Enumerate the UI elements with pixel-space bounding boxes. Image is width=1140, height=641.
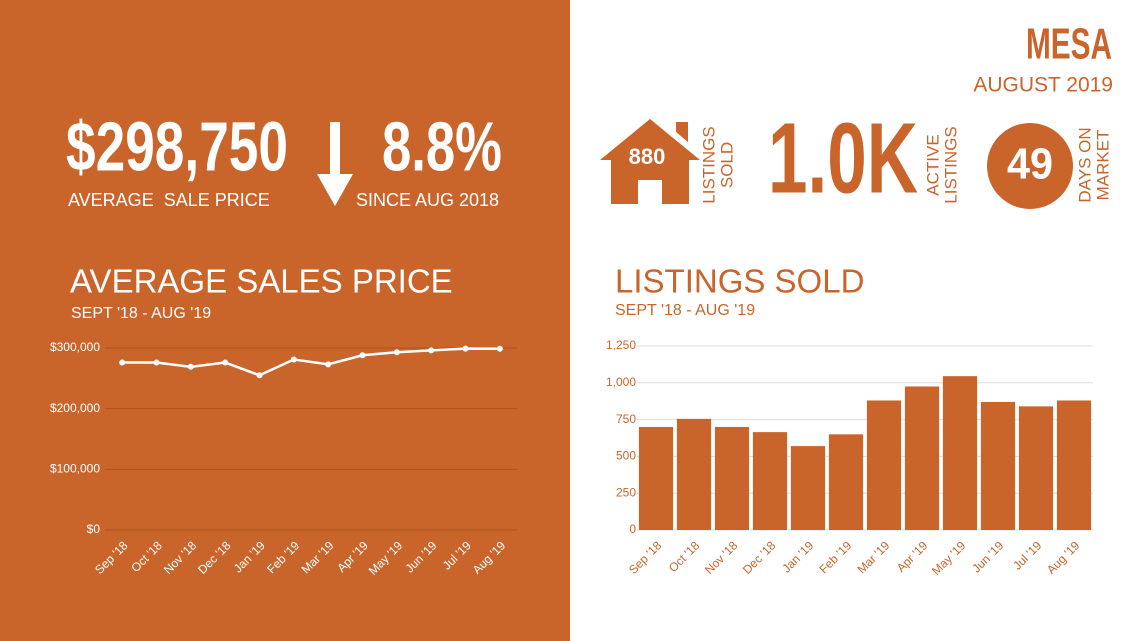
days-circle <box>987 123 1073 209</box>
point <box>496 345 503 352</box>
down-arrow <box>317 122 353 206</box>
average-sale-price-label: AVERAGE SALE PRICE <box>68 190 270 210</box>
days-on-market-value: 49 <box>1007 140 1053 189</box>
bar <box>752 432 788 530</box>
bar <box>790 446 826 530</box>
bar <box>866 400 902 530</box>
y-tick-label: $300,000 <box>50 340 100 354</box>
city: MESA <box>1026 20 1112 69</box>
bar <box>1018 406 1054 530</box>
left-panel <box>0 0 570 641</box>
label-line: DAYS ON <box>1075 127 1094 202</box>
point <box>428 347 435 354</box>
chart-subtitle: SEPT '18 - AUG '19 <box>71 305 211 322</box>
label-line: LISTINGS <box>699 126 718 203</box>
average-sale-price: $298,750 <box>66 107 288 185</box>
point <box>187 363 194 370</box>
days-on-market-label: DAYS ON MARKET <box>1075 127 1112 202</box>
chart-title: AVERAGE SALES PRICE <box>70 263 453 300</box>
point <box>359 352 366 359</box>
house-icon <box>600 119 700 204</box>
y-tick-label: 0 <box>629 522 636 536</box>
point <box>325 361 332 368</box>
y-tick-label: 1,000 <box>606 375 636 389</box>
bar <box>980 401 1016 530</box>
point <box>153 359 160 366</box>
label-line: SOLD <box>717 142 736 188</box>
listings-sold-label: LISTINGS SOLD <box>699 126 736 203</box>
bar <box>638 426 674 530</box>
chart-subtitle: SEPT '18 - AUG '19 <box>615 302 755 319</box>
chart-title: LISTINGS SOLD <box>615 263 864 300</box>
bar <box>828 434 864 530</box>
y-tick-label: 250 <box>616 485 636 499</box>
point <box>119 359 126 366</box>
bar <box>1056 400 1092 530</box>
change-label: SINCE AUG 2018 <box>356 190 499 210</box>
point <box>290 356 297 363</box>
label-line: MARKET <box>1093 130 1112 201</box>
label-line: ACTIVE <box>923 134 942 195</box>
active-listings-label: ACTIVE LISTINGS <box>923 126 960 203</box>
bar <box>904 386 940 530</box>
y-tick-label: 750 <box>616 412 636 426</box>
y-tick-label: $0 <box>87 522 101 536</box>
line <box>122 347 500 377</box>
label-line: LISTINGS <box>941 126 960 203</box>
point <box>393 349 400 356</box>
point <box>462 345 469 352</box>
point <box>222 359 229 366</box>
listings-sold-value: 880 <box>629 144 666 169</box>
y-tick-label: 1,250 <box>606 338 636 352</box>
bar <box>714 426 750 530</box>
bar <box>942 376 978 530</box>
y-tick-label: $100,000 <box>50 462 100 476</box>
period: AUGUST 2019 <box>973 74 1113 97</box>
y-tick-label: $200,000 <box>50 401 100 415</box>
change-percent: 8.8% <box>382 107 502 185</box>
active-listings-value: 1.0K <box>768 102 918 214</box>
point <box>256 372 263 379</box>
y-tick-label: 500 <box>616 449 636 463</box>
bar <box>676 418 712 530</box>
